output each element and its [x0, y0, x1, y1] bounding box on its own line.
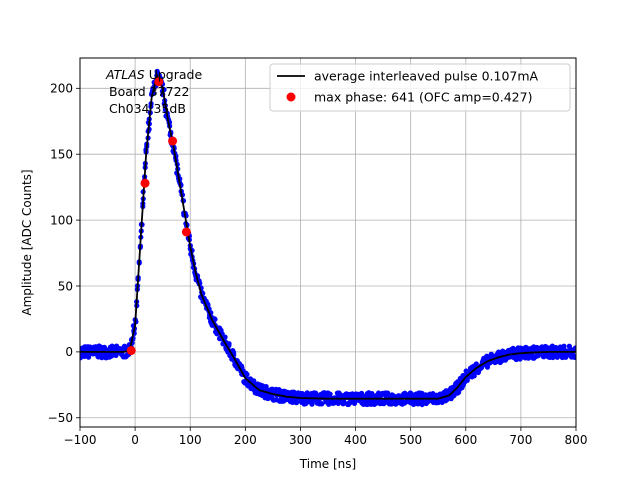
max-phase-point: [168, 136, 178, 146]
x-tick-label: 400: [344, 433, 367, 447]
x-tick-label: 500: [399, 433, 422, 447]
data-point: [327, 391, 333, 397]
x-axis-label: Time [ns]: [299, 457, 356, 471]
x-tick-label: −100: [64, 433, 97, 447]
data-point: [222, 334, 228, 340]
legend-entry-max-phase: max phase: 641 (OFC amp=0.427): [314, 90, 532, 105]
max-phase-series: [126, 77, 191, 356]
data-point: [573, 354, 576, 361]
x-tick-label: 600: [454, 433, 477, 447]
y-tick-label: 150: [50, 148, 73, 162]
max-phase-point: [126, 346, 136, 356]
data-point: [484, 364, 491, 370]
upgrade-label: Upgrade: [145, 67, 203, 82]
atlas-annotation: ATLAS Upgrade Board 37722 Ch034 35dB: [105, 67, 202, 116]
average-pulse-series: [80, 74, 576, 400]
data-point: [293, 400, 300, 406]
data-point: [471, 373, 477, 379]
svg-text:ATLAS Upgrade: ATLAS Upgrade: [105, 67, 202, 82]
channel-label: Ch034 35dB: [109, 101, 186, 116]
max-phase-point: [140, 178, 150, 188]
plot-frame: [79, 57, 577, 428]
y-tick-label: −50: [48, 411, 73, 425]
y-axis-ticks: −50 0 50 100 150 200: [48, 82, 80, 425]
data-point: [319, 401, 325, 407]
x-axis-ticks: −100 0 100 200 300 400 500 600 700 800: [64, 427, 588, 447]
data-point: [561, 343, 567, 349]
y-tick-label: 200: [50, 82, 73, 96]
average-pulse-line: [80, 74, 576, 400]
x-tick-label: 0: [131, 433, 139, 447]
legend-marker-swatch: [286, 92, 296, 102]
x-tick-label: 100: [179, 433, 202, 447]
max-phase-point: [181, 227, 191, 237]
x-tick-label: 700: [509, 433, 532, 447]
y-axis-label: Amplitude [ADC Counts]: [20, 169, 34, 315]
legend-box: [269, 63, 571, 112]
x-tick-label: 300: [289, 433, 312, 447]
data-point: [244, 371, 250, 378]
board-label: Board 37722: [109, 84, 189, 99]
x-tick-label: 800: [565, 433, 588, 447]
atlas-label: ATLAS: [105, 67, 145, 82]
y-tick-label: 100: [50, 213, 73, 227]
data-point: [212, 316, 218, 322]
max-phase-point: [154, 77, 164, 87]
legend-entry-average-pulse: average interleaved pulse 0.107mA: [314, 69, 539, 84]
x-tick-label: 200: [234, 433, 257, 447]
data-point: [226, 341, 232, 347]
legend: average interleaved pulse 0.107mA max ph…: [269, 63, 571, 112]
y-tick-label: 0: [65, 345, 73, 359]
data-point: [572, 345, 576, 351]
y-tick-label: 50: [58, 279, 73, 293]
